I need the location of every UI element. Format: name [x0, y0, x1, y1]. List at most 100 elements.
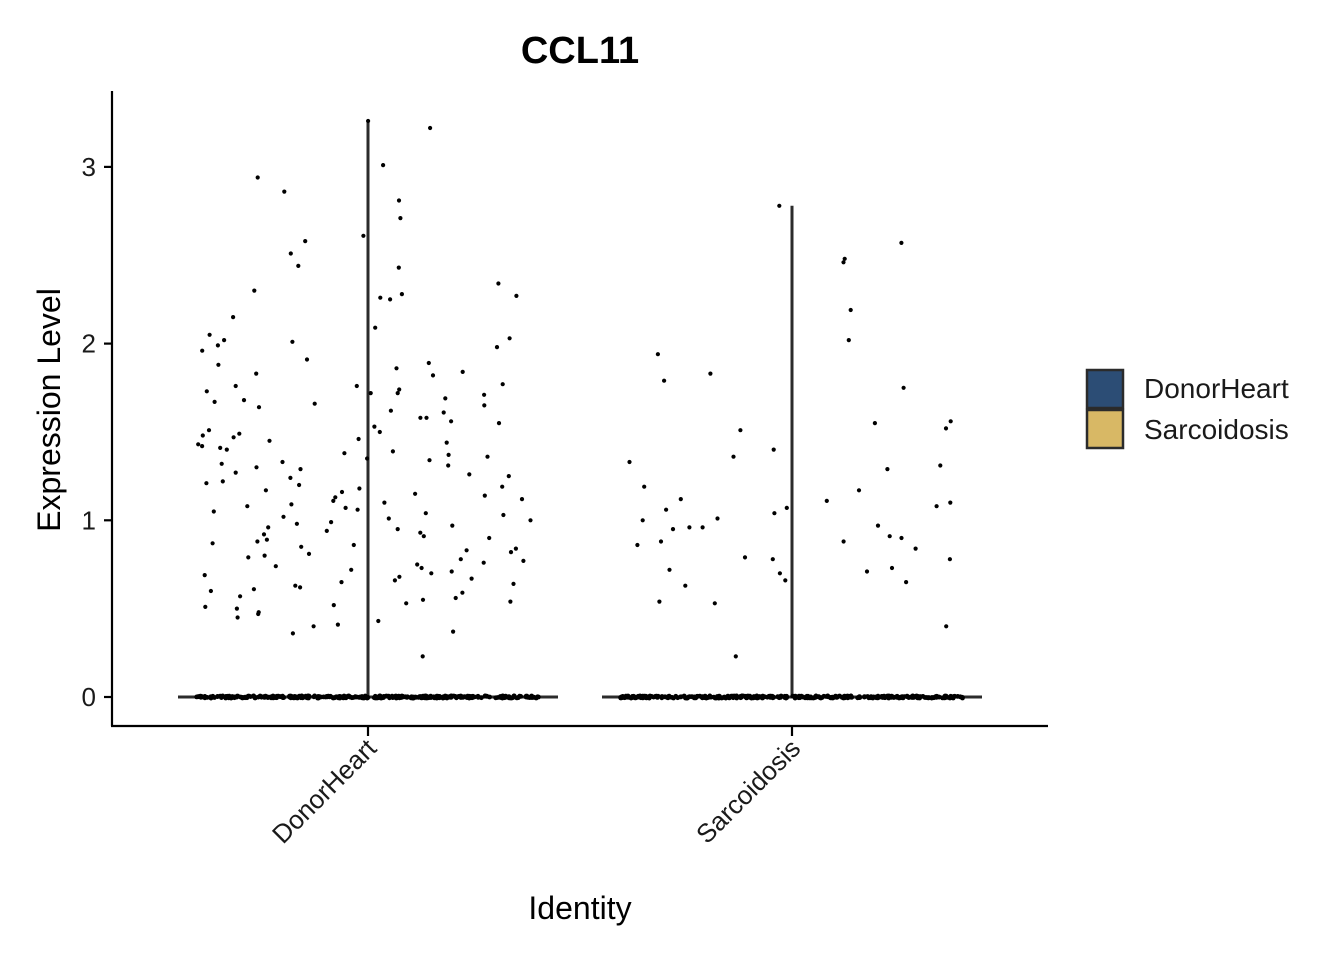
data-point: [312, 401, 317, 406]
data-point-zero: [665, 694, 671, 699]
data-point: [934, 504, 939, 509]
data-point: [261, 532, 267, 537]
data-point: [944, 624, 949, 629]
data-point: [222, 338, 227, 343]
data-point: [251, 587, 256, 592]
data-point: [388, 408, 393, 413]
data-point-zero: [804, 693, 810, 699]
data-point: [398, 216, 403, 221]
data-point: [396, 265, 401, 270]
data-point: [298, 585, 303, 590]
data-point: [772, 511, 777, 516]
data-point-zero: [762, 694, 767, 700]
data-point: [777, 203, 782, 208]
data-point: [420, 597, 426, 602]
data-point-zero: [695, 693, 700, 699]
data-point: [299, 544, 304, 549]
data-point: [460, 369, 465, 374]
data-point: [368, 391, 373, 396]
data-point: [424, 415, 429, 420]
y-axis-ticks: 0 1 2 3: [82, 152, 112, 712]
data-point: [331, 603, 336, 608]
data-point: [212, 399, 217, 404]
data-point-zero: [420, 694, 426, 699]
data-point-zero: [884, 693, 890, 699]
data-point: [288, 475, 293, 480]
data-point-zero: [476, 694, 482, 700]
data-point: [947, 557, 953, 562]
data-point-zero: [500, 693, 506, 699]
data-point: [231, 315, 236, 320]
data-point: [404, 601, 409, 606]
data-point: [210, 541, 215, 546]
data-point-zero: [685, 695, 690, 701]
data-point: [235, 615, 240, 620]
data-point: [390, 449, 395, 454]
data-point-zero: [856, 694, 861, 700]
data-point: [419, 565, 424, 571]
data-point-zero: [906, 695, 912, 700]
legend-label-sarcoidosis: Sarcoidosis: [1144, 414, 1289, 445]
data-point-zero: [835, 694, 841, 700]
data-point: [354, 383, 359, 389]
data-point: [211, 509, 216, 514]
data-point-zero: [428, 695, 434, 700]
data-point: [429, 571, 434, 576]
data-point: [487, 535, 492, 541]
data-point: [824, 498, 829, 503]
data-point: [206, 428, 212, 433]
data-point: [267, 438, 272, 443]
data-point-zero: [194, 694, 200, 700]
data-point-zero: [840, 694, 846, 700]
data-point-zero: [321, 694, 326, 700]
data-point-zero: [811, 695, 816, 701]
data-point: [500, 484, 505, 489]
data-point: [252, 288, 257, 293]
data-point-zero: [375, 695, 380, 701]
data-point: [519, 497, 525, 502]
data-point: [304, 357, 310, 362]
data-point: [948, 419, 953, 424]
data-point: [215, 343, 220, 348]
data-point: [742, 555, 748, 560]
data-point: [331, 498, 336, 503]
data-point-zero: [531, 694, 536, 700]
data-point-zero: [401, 694, 407, 700]
data-point-zero: [950, 695, 956, 700]
data-point-zero: [381, 694, 387, 699]
data-point: [667, 567, 672, 572]
y-axis-title: Expression Level: [31, 288, 67, 532]
data-point: [306, 551, 312, 557]
data-point: [446, 463, 451, 468]
data-point: [700, 525, 705, 530]
data-point: [397, 574, 402, 579]
x-tick-label: Sarcoidosis: [690, 733, 806, 849]
data-point-zero: [750, 695, 756, 701]
data-point: [635, 542, 640, 548]
data-point: [901, 385, 906, 390]
data-point: [396, 198, 402, 203]
data-point: [293, 583, 298, 588]
data-point: [421, 534, 426, 539]
data-point-zero: [518, 694, 524, 699]
data-point: [715, 516, 720, 521]
data-point-zero: [792, 695, 798, 701]
data-point-zero: [631, 693, 636, 699]
data-point: [376, 618, 381, 624]
data-point: [418, 530, 423, 535]
data-point-zero: [830, 694, 835, 700]
data-point-zero: [409, 694, 414, 700]
data-point-zero: [924, 695, 930, 700]
data-point-zero: [352, 694, 358, 700]
data-point-zero: [306, 693, 312, 699]
data-point: [458, 557, 463, 562]
data-point: [451, 629, 456, 634]
data-point: [731, 454, 736, 459]
data-point: [777, 571, 783, 576]
data-point-zero: [689, 694, 695, 700]
data-point: [783, 578, 788, 583]
data-point: [482, 403, 487, 408]
data-point: [482, 493, 487, 498]
data-point-zero: [728, 693, 734, 699]
data-point: [342, 451, 347, 456]
